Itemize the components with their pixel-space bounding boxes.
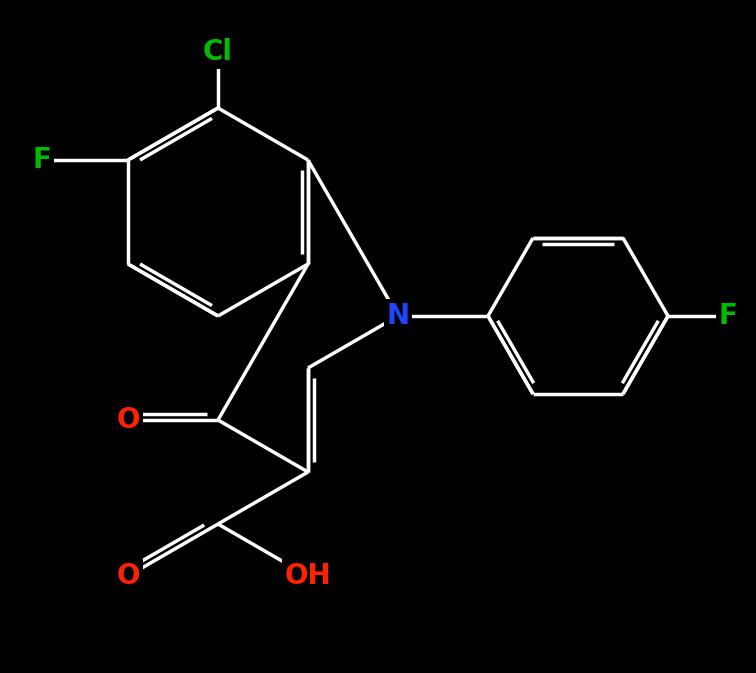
Text: O: O (116, 406, 140, 434)
Text: Cl: Cl (203, 38, 233, 66)
Text: O: O (116, 562, 140, 590)
Text: F: F (33, 146, 51, 174)
Text: N: N (386, 302, 410, 330)
Text: OH: OH (285, 562, 331, 590)
Text: F: F (718, 302, 737, 330)
